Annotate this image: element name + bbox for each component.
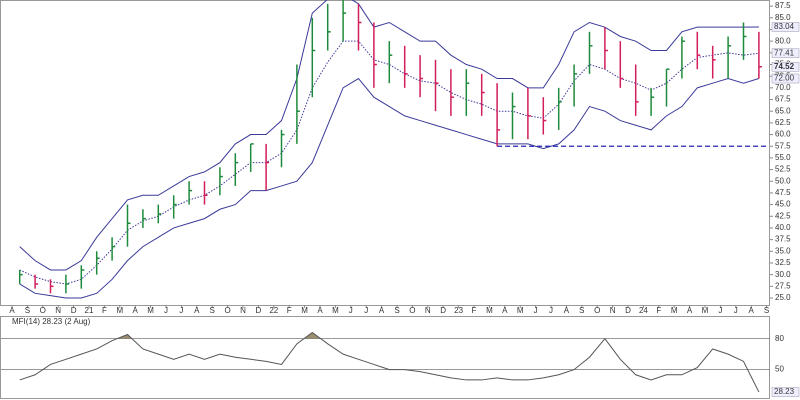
x-tick-label: D [71,306,77,315]
y-tick-label: 27.5 [775,281,791,290]
price-marker-label: 72.00 [774,74,795,83]
y-tick-label: 60.0 [775,130,791,139]
y-tick-label: 42.5 [775,211,791,220]
x-tick-label: J [349,306,353,315]
x-tick-label: J [364,306,368,315]
y-tick-label: 37.5 [775,235,791,244]
x-tick-label: D [440,306,446,315]
x-tick-label: N [610,306,616,315]
price-marker-label: 74.52 [774,62,795,71]
price-marker-label: 77.41 [774,48,795,57]
x-tick-label: A [502,306,508,315]
x-tick-label: O [594,306,600,315]
x-tick-label: J [534,306,538,315]
y-tick-label: 57.5 [775,141,791,150]
x-tick-label: F [287,306,292,315]
x-tick-label: S [394,306,399,315]
x-tick-label: 22 [269,306,278,315]
x-tick-label: 23 [454,306,463,315]
x-tick-label: M [147,306,154,315]
x-tick-label: S [25,306,30,315]
y-tick-label: 52.5 [775,165,791,174]
x-tick-label: O [224,306,230,315]
y-tick-label: 70.0 [775,83,791,92]
y-tick-label: 80.0 [775,36,791,45]
x-tick-label: A [9,306,15,315]
y-tick-label: 30.0 [775,270,791,279]
x-tick-label: S [764,306,769,315]
x-tick-label: M [301,306,308,315]
x-tick-label: F [102,306,107,315]
mfi-panel [0,316,770,399]
band-upper [19,0,759,271]
x-tick-label: F [472,306,477,315]
price-marker [771,22,800,32]
mfi-marker [771,387,800,397]
x-tick-label: N [240,306,246,315]
price-marker-label: 83.04 [774,22,795,31]
y-tick-label: 65.0 [775,106,791,115]
x-tick-label: A [379,306,385,315]
x-tick-label: M [671,306,678,315]
x-tick-label: N [425,306,431,315]
mfi-marker-label: 28.23 [774,387,795,396]
x-tick-label: A [564,306,570,315]
price-marker [771,48,800,59]
y-tick-label: 67.5 [775,95,791,104]
x-tick-label: 24 [639,306,648,315]
x-tick-label: M [517,306,524,315]
price-panel [0,0,770,306]
x-tick-label: A [749,306,755,315]
x-tick-label: D [256,306,262,315]
x-tick-label: S [210,306,215,315]
x-tick-label: 21 [85,306,94,315]
y-tick-label: 87.5 [775,1,791,10]
y-tick-label: 47.5 [775,188,791,197]
x-tick-label: D [625,306,631,315]
x-tick-label: M [486,306,493,315]
x-tick-label: M [116,306,123,315]
y-tick-label: 45.0 [775,200,791,209]
x-tick-label: J [549,306,553,315]
x-tick-label: A [687,306,693,315]
x-tick-label: A [194,306,200,315]
x-tick-label: M [702,306,709,315]
mfi-tick-label: 50 [775,365,784,374]
y-tick-label: 50.0 [775,176,791,185]
y-tick-label: 25.0 [775,293,791,302]
x-tick-label: M [332,306,339,315]
mfi-tick-label: 80 [775,334,784,343]
x-tick-label: O [409,306,415,315]
x-tick-label: J [734,306,738,315]
x-tick-label: O [40,306,46,315]
y-tick-label: 40.0 [775,223,791,232]
x-tick-label: S [579,306,584,315]
y-tick-label: 35.0 [775,246,791,255]
y-tick-label: 55.0 [775,153,791,162]
price-marker [771,61,800,72]
x-tick-label: J [179,306,183,315]
y-tick-label: 62.5 [775,118,791,127]
mfi-title: MFI(14) 28.23 (2 Aug) [12,317,91,326]
band-lower [19,77,760,299]
y-tick-label: 32.5 [775,258,791,267]
x-tick-label: N [55,306,61,315]
x-tick-label: J [164,306,168,315]
x-tick-label: F [656,306,661,315]
price-marker [771,73,800,84]
mfi-line [19,331,760,393]
x-tick-label: A [133,306,139,315]
x-tick-label: J [718,306,722,315]
y-tick-label: 85.0 [775,13,791,22]
x-tick-label: A [317,306,323,315]
